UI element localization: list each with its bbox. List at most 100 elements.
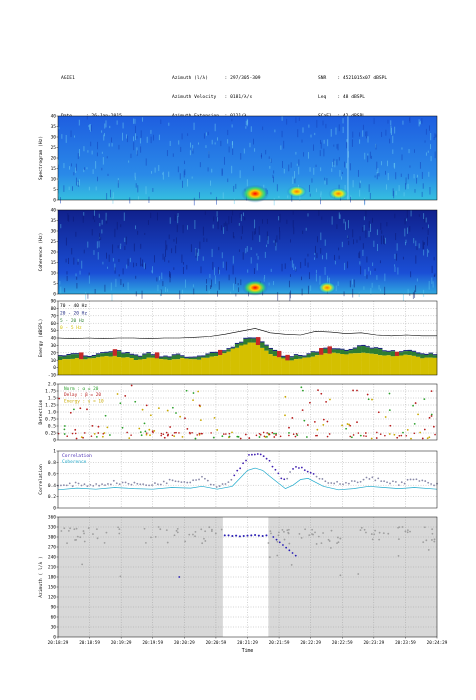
energy-band-0 xyxy=(255,345,261,375)
correlation-point xyxy=(315,475,318,478)
azimuth-point xyxy=(210,530,213,532)
coherence-texture xyxy=(273,240,275,243)
detection-point-base xyxy=(210,432,212,434)
correlation-panel: CorrelationCoherence00.20.40.60.81Correl… xyxy=(38,449,438,512)
azimuth-point xyxy=(82,530,85,532)
spectrogram-texture xyxy=(245,126,247,129)
spectrogram-hotspot xyxy=(241,184,270,203)
coherence-texture xyxy=(141,290,143,299)
energy-band-0 xyxy=(70,358,76,375)
spectrogram-texture xyxy=(95,186,97,191)
azimuth-point xyxy=(360,526,363,529)
azimuth-ylabel: Azimuth ( l/λ ) xyxy=(38,556,44,598)
energy-band-0 xyxy=(150,357,156,375)
azimuth-active-point xyxy=(275,538,278,541)
spectrogram-texture xyxy=(122,132,124,141)
detection-point-base xyxy=(165,431,168,434)
coherence-texture xyxy=(253,268,255,274)
energy-band-0 xyxy=(58,360,63,375)
coherence-texture xyxy=(434,273,436,277)
spectrogram-texture xyxy=(69,166,71,170)
energy-band-0 xyxy=(382,355,387,375)
correlation-point xyxy=(168,478,171,481)
spectrogram-texture xyxy=(367,153,369,156)
spectrogram-texture xyxy=(374,175,376,178)
spectrogram-texture xyxy=(369,151,371,159)
spectrogram-hotspot xyxy=(328,187,349,200)
spectrogram-texture xyxy=(401,154,403,161)
energy-band-5 xyxy=(331,349,337,353)
spectrogram-texture xyxy=(274,129,276,133)
spectrogram-texture xyxy=(313,167,315,175)
azimuth-point xyxy=(200,528,203,531)
spectrogram-texture xyxy=(122,122,124,129)
azimuth-point xyxy=(117,526,120,529)
energy-band-5 xyxy=(104,352,109,357)
spectrogram-texture xyxy=(291,194,293,202)
spectrogram-texture xyxy=(58,159,59,165)
energy-band-20 xyxy=(180,355,185,357)
coherence-texture xyxy=(145,263,146,270)
coherence-texture xyxy=(423,242,425,249)
coherence-texture xyxy=(135,262,137,267)
energy-band-20 xyxy=(184,356,189,358)
coherence-texture xyxy=(279,226,280,232)
coherence-texture xyxy=(284,263,286,269)
azimuth-point xyxy=(286,529,289,532)
correlation-point xyxy=(156,483,159,486)
energy-band-20 xyxy=(335,348,341,350)
azimuth-point xyxy=(283,538,286,541)
detection-point xyxy=(143,422,146,425)
spectrogram-texture xyxy=(409,165,411,168)
coherence-texture xyxy=(67,213,69,221)
spectrogram-texture xyxy=(130,153,132,159)
coherence-texture xyxy=(60,286,62,295)
spectrogram-texture xyxy=(70,130,72,138)
correlation-point xyxy=(374,479,377,482)
spectrogram-texture xyxy=(104,133,105,137)
spectrogram-texture xyxy=(342,126,344,134)
spectrogram-texture xyxy=(342,118,344,124)
coherence-texture xyxy=(114,263,116,271)
spectrogram-texture xyxy=(367,136,369,143)
detection-point xyxy=(145,433,148,436)
spectrogram-texture xyxy=(240,153,242,160)
energy-band-rest xyxy=(394,351,400,356)
correlation-point xyxy=(151,484,153,487)
energy-band-5 xyxy=(66,355,71,360)
spectrogram-texture xyxy=(78,119,80,126)
energy-band-5 xyxy=(352,348,358,354)
coherence-texture xyxy=(410,271,412,278)
detection-point xyxy=(350,436,353,439)
spectrogram-texture xyxy=(414,149,415,153)
azimuth-xtick-label: 20:19:59 xyxy=(142,640,163,646)
azimuth-point xyxy=(406,529,409,532)
coherence-texture xyxy=(423,213,425,220)
spectrogram-texture xyxy=(429,186,431,195)
coherence-texture xyxy=(395,233,397,241)
energy-band-0 xyxy=(340,353,345,375)
spectrogram-texture xyxy=(387,160,389,167)
correlation-point xyxy=(403,482,406,485)
coherence-texture xyxy=(252,231,254,241)
spectrogram-texture xyxy=(433,137,435,141)
spectrogram-texture xyxy=(154,167,156,173)
spectrogram-texture xyxy=(92,169,94,175)
spectrogram-texture xyxy=(394,126,396,134)
azimuth-point xyxy=(431,539,433,541)
correlation-point xyxy=(98,484,101,487)
energy-band-0 xyxy=(399,355,404,375)
coherence-texture xyxy=(349,280,351,288)
energy-band-0 xyxy=(239,345,244,375)
coherence-texture xyxy=(250,257,252,264)
coherence-texture xyxy=(181,254,183,263)
spectrogram-texture xyxy=(283,140,285,149)
energy-band-5 xyxy=(386,351,391,356)
energy-band-rest xyxy=(79,352,84,360)
correlation-point xyxy=(430,483,433,485)
detection-point xyxy=(359,434,362,437)
coherence-texture xyxy=(65,258,67,263)
coherence-texture xyxy=(88,274,90,284)
detection-point xyxy=(326,420,329,423)
coherence-texture xyxy=(343,218,345,224)
